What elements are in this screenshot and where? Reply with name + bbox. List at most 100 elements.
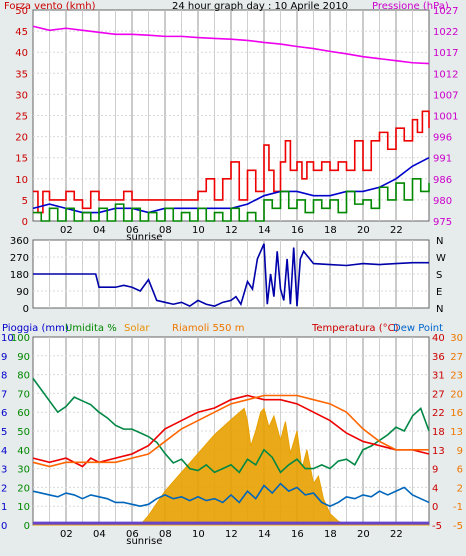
dew-point-tick-label: 27 <box>450 352 463 363</box>
humidity-tick-label: 10 <box>17 502 30 513</box>
dew-point-tick-label: -1 <box>453 502 463 513</box>
humidity-tick-label: 80 <box>17 371 30 382</box>
wind-tick-label: 40 <box>15 48 28 59</box>
pressure-tick-label: 986 <box>433 175 452 186</box>
series-line-direzione <box>33 243 429 308</box>
x-tick-label: 18 <box>324 529 337 540</box>
rain-temperature-panel: Pioggia (mm) Umidita % Solar Riamoli 550… <box>1 323 463 547</box>
wind-axis-label: Forza vento (kmh) <box>4 1 96 12</box>
humidity-tick-label: 0 <box>24 521 30 532</box>
temperature-tick-label: 40 <box>432 333 445 344</box>
pressure-axis-label: Pressione (hPa) <box>372 1 449 12</box>
direction-tick-label: 270 <box>10 253 29 264</box>
compass-tick-label: S <box>436 270 442 281</box>
dew-point-tick-label: 9 <box>457 446 463 457</box>
x-tick-label: 20 <box>357 225 370 236</box>
rain-tick-label: 6 <box>1 408 7 419</box>
x-tick-label: 18 <box>324 225 337 236</box>
x-tick-label: 22 <box>390 225 403 236</box>
pressure-tick-label: 980 <box>433 196 452 207</box>
dew-point-tick-label: 23 <box>450 371 463 382</box>
wind-tick-label: 10 <box>15 175 28 186</box>
x-tick-label: 04 <box>93 529 106 540</box>
direction-tick-label: 90 <box>16 287 29 298</box>
wind-tick-label: 50 <box>15 6 28 17</box>
compass-tick-label: N <box>436 304 443 315</box>
rain-tick-label: 8 <box>1 371 7 382</box>
dew-point-tick-label: 30 <box>450 333 463 344</box>
dew-point-tick-label: 20 <box>450 389 463 400</box>
sunrise-label: sunrise <box>126 536 162 547</box>
humidity-tick-label: 50 <box>17 427 30 438</box>
chart-title: 24 hour graph day : 10 Aprile 2010 <box>172 1 348 12</box>
temperature-tick-label: 9 <box>432 465 438 476</box>
solar-label: Solar <box>124 323 150 334</box>
rain-tick-label: 4 <box>1 446 7 457</box>
wind-pressure-grid <box>33 10 429 221</box>
x-tick-label: 02 <box>60 529 73 540</box>
pressure-tick-label: 975 <box>433 217 452 228</box>
rain-tick-label: 10 <box>1 333 14 344</box>
humidity-tick-label: 60 <box>17 408 30 419</box>
x-tick-label: 12 <box>225 225 238 236</box>
wind-tick-label: 5 <box>22 196 28 207</box>
station-label: Riamoli 550 m <box>172 323 244 334</box>
series-line-pioggia <box>32 482 430 508</box>
temperature-tick-label: -5 <box>432 521 442 532</box>
sunrise-label: sunrise <box>126 232 162 243</box>
compass-tick-label: N <box>436 236 443 247</box>
wind-tick-label: 0 <box>22 217 28 228</box>
pressure-tick-label: 1012 <box>433 69 458 80</box>
x-tick-label: 08 <box>159 225 172 236</box>
pressure-tick-label: 1027 <box>433 6 458 17</box>
humidity-tick-label: 70 <box>17 389 30 400</box>
temperature-tick-label: 18 <box>432 427 445 438</box>
rain-tick-label: 5 <box>1 427 7 438</box>
direction-tick-label: 0 <box>23 304 29 315</box>
dew-point-axis-label: Dew Point <box>393 323 443 334</box>
series-line-raffica <box>33 110 430 214</box>
x-tick-label: 04 <box>93 225 106 236</box>
direction-tick-label: 180 <box>10 270 29 281</box>
humidity-axis-label: Umidita % <box>65 323 117 334</box>
humidity-tick-label: 30 <box>17 465 30 476</box>
pressure-tick-label: 991 <box>433 154 452 165</box>
temperature-tick-label: 22 <box>432 408 445 419</box>
pressure-tick-label: 1007 <box>433 90 458 101</box>
compass-tick-label: E <box>436 287 442 298</box>
x-tick-label: 06 <box>126 529 139 540</box>
temperature-tick-label: 31 <box>432 371 445 382</box>
series-line-umidita- <box>32 377 430 474</box>
pressure-tick-label: 1022 <box>433 27 458 38</box>
wind-tick-label: 25 <box>15 112 28 123</box>
pressure-tick-label: 1001 <box>433 112 458 123</box>
pressure-tick-label: 996 <box>433 133 452 144</box>
humidity-tick-label: 40 <box>17 446 30 457</box>
x-tick-label: 20 <box>357 529 370 540</box>
rain-tick-label: 0 <box>1 521 7 532</box>
series-line-vento-min <box>33 178 430 222</box>
dew-point-tick-label: -5 <box>453 521 463 532</box>
temperature-tick-label: 27 <box>432 389 445 400</box>
humidity-tick-label: 20 <box>17 483 30 494</box>
dew-point-tick-label: 6 <box>457 465 463 476</box>
wind-pressure-panel: Forza vento (kmh) 24 hour graph day : 10… <box>4 1 458 243</box>
temperature-tick-label: 36 <box>432 352 445 363</box>
wind-tick-label: 15 <box>15 154 28 165</box>
wind-tick-label: 30 <box>15 90 28 101</box>
dew-point-tick-label: 13 <box>450 427 463 438</box>
dew-point-tick-label: 2 <box>457 483 463 494</box>
dew-point-tick-label: 16 <box>450 408 463 419</box>
compass-tick-label: W <box>436 253 446 264</box>
x-tick-label: 22 <box>390 529 403 540</box>
x-tick-label: 16 <box>291 529 304 540</box>
x-tick-label: 06 <box>126 225 139 236</box>
rain-temperature-series <box>32 377 430 526</box>
wind-pressure-series <box>32 25 430 222</box>
series-line-temperatura <box>32 394 430 468</box>
x-tick-label: 08 <box>159 529 172 540</box>
x-tick-label: 10 <box>192 225 205 236</box>
x-tick-label: 02 <box>60 225 73 236</box>
